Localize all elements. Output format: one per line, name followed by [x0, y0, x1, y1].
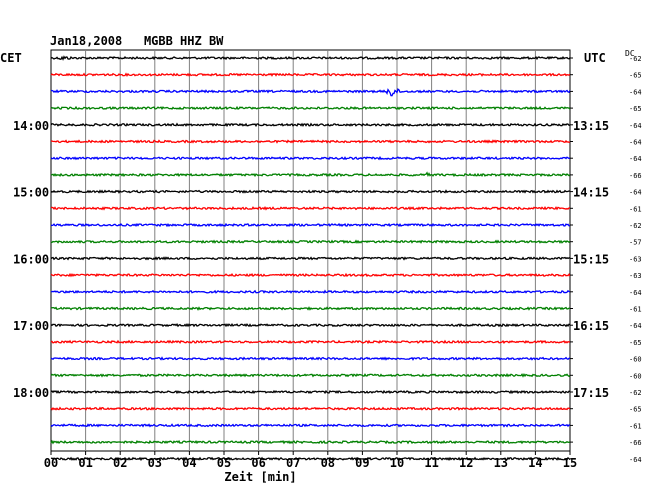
x-tick-label: 03: [148, 456, 162, 470]
right-hour-label: 17:15: [573, 386, 609, 400]
x-tick-label: 12: [459, 456, 473, 470]
seismogram-trace: [50, 289, 571, 294]
left-hour-label: 17:00: [13, 319, 49, 333]
seismogram-trace: [50, 456, 571, 462]
dc-offset-label: -62: [629, 55, 642, 63]
x-tick-label: 02: [113, 456, 127, 470]
seismogram-trace: [50, 272, 571, 278]
right-hour-label: 16:15: [573, 319, 609, 333]
right-hour-label: 14:15: [573, 186, 609, 200]
dc-offset-label: -60: [629, 372, 642, 380]
dc-offset-label: -65: [629, 339, 642, 347]
seismogram-trace: [50, 423, 571, 428]
x-tick-label: 01: [78, 456, 92, 470]
seismogram-trace: [50, 88, 571, 97]
seismogram-trace: [50, 72, 571, 77]
left-hour-label: 14:00: [13, 119, 49, 133]
dc-offset-label: -62: [629, 222, 642, 230]
x-tick-label: 13: [494, 456, 508, 470]
dc-offset-label: -64: [629, 139, 642, 147]
seismogram-trace: [50, 105, 571, 111]
dc-offset-label: -64: [629, 189, 642, 197]
seismogram-trace: [50, 306, 571, 311]
x-tick-label: 05: [217, 456, 231, 470]
seismogram-trace: [50, 155, 571, 161]
seismogram-trace: [50, 55, 571, 61]
station-label: MGBB HHZ BW: [143, 34, 224, 48]
x-tick-label: 10: [390, 456, 404, 470]
plot-title: Jan18,2008 MGBB HHZ BW: [50, 35, 223, 47]
dc-offset-label: -64: [629, 88, 642, 96]
seismogram-trace: [50, 439, 571, 445]
x-tick-label: 04: [182, 456, 196, 470]
x-tick-label: 06: [251, 456, 265, 470]
x-tick-label: 08: [321, 456, 335, 470]
right-hour-label: 13:15: [573, 119, 609, 133]
seismogram-trace: [50, 139, 571, 144]
left-hour-label: 15:00: [13, 186, 49, 200]
x-tick-label: 09: [355, 456, 369, 470]
seismogram-trace: [50, 406, 571, 411]
seismogram-trace: [50, 339, 571, 345]
seismogram-trace: [50, 189, 571, 194]
seismogram-trace: [50, 205, 571, 211]
x-tick-label: 11: [424, 456, 438, 470]
seismogram-trace: [50, 222, 571, 228]
dc-offset-label: -63: [629, 272, 642, 280]
dc-offset-label: -64: [629, 155, 642, 163]
seismogram-trace: [50, 171, 571, 178]
dc-offset-label: -65: [629, 406, 642, 414]
dc-offset-label: -63: [629, 255, 642, 263]
seismogram-trace: [50, 372, 571, 378]
dc-offset-label: -66: [629, 439, 642, 447]
left-hour-label: 16:00: [13, 252, 49, 266]
dc-offset-label: -62: [629, 389, 642, 397]
plot-frame: [50, 49, 571, 452]
dc-offset-label: -61: [629, 422, 642, 430]
right-timezone-label: UTC: [584, 51, 606, 65]
dc-offset-label: -64: [629, 289, 642, 297]
dc-label: DC: [625, 49, 635, 58]
x-axis-label: Zeit [min]: [224, 470, 296, 484]
left-hour-label: 18:00: [13, 386, 49, 400]
date-label: Jan18,2008: [50, 34, 123, 48]
left-timezone-label: CET: [0, 51, 22, 65]
x-tick-label: 00: [44, 456, 58, 470]
x-tick-label: 14: [528, 456, 542, 470]
dc-offset-label: -65: [629, 105, 642, 113]
x-tick-label: 15: [563, 456, 577, 470]
seismogram-trace: [50, 239, 571, 244]
dc-offset-label: -61: [629, 306, 642, 314]
seismogram-trace: [50, 323, 571, 328]
dc-offset-label: -60: [629, 356, 642, 364]
x-tick-label: 07: [286, 456, 300, 470]
seismogram-trace: [50, 389, 571, 395]
seismogram-trace: [50, 356, 571, 361]
dc-offset-label: -64: [629, 456, 642, 464]
dc-offset-label: -61: [629, 205, 642, 213]
dc-offset-label: -57: [629, 239, 642, 247]
dc-offset-label: -64: [629, 122, 642, 130]
dc-offset-label: -65: [629, 72, 642, 80]
dc-offset-label: -66: [629, 172, 642, 180]
right-hour-label: 15:15: [573, 252, 609, 266]
seismogram-trace: [50, 122, 571, 128]
dc-offset-label: -64: [629, 322, 642, 330]
seismogram-trace: [50, 256, 571, 261]
